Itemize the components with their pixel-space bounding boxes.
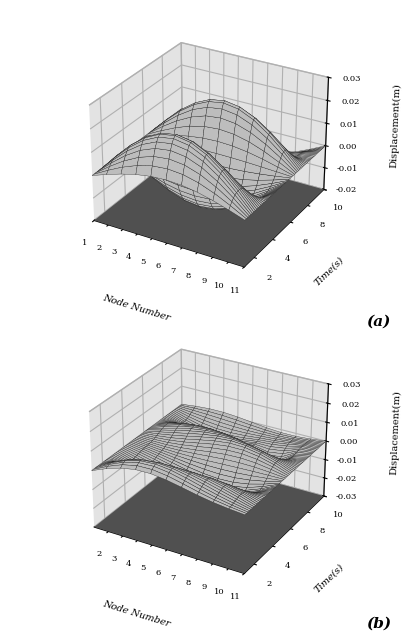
X-axis label: Node Number: Node Number bbox=[102, 293, 172, 323]
Text: (a): (a) bbox=[367, 315, 391, 329]
Y-axis label: Time(s): Time(s) bbox=[313, 562, 346, 594]
Text: (b): (b) bbox=[366, 617, 391, 631]
X-axis label: Node Number: Node Number bbox=[102, 600, 172, 629]
Y-axis label: Time(s): Time(s) bbox=[313, 256, 346, 288]
